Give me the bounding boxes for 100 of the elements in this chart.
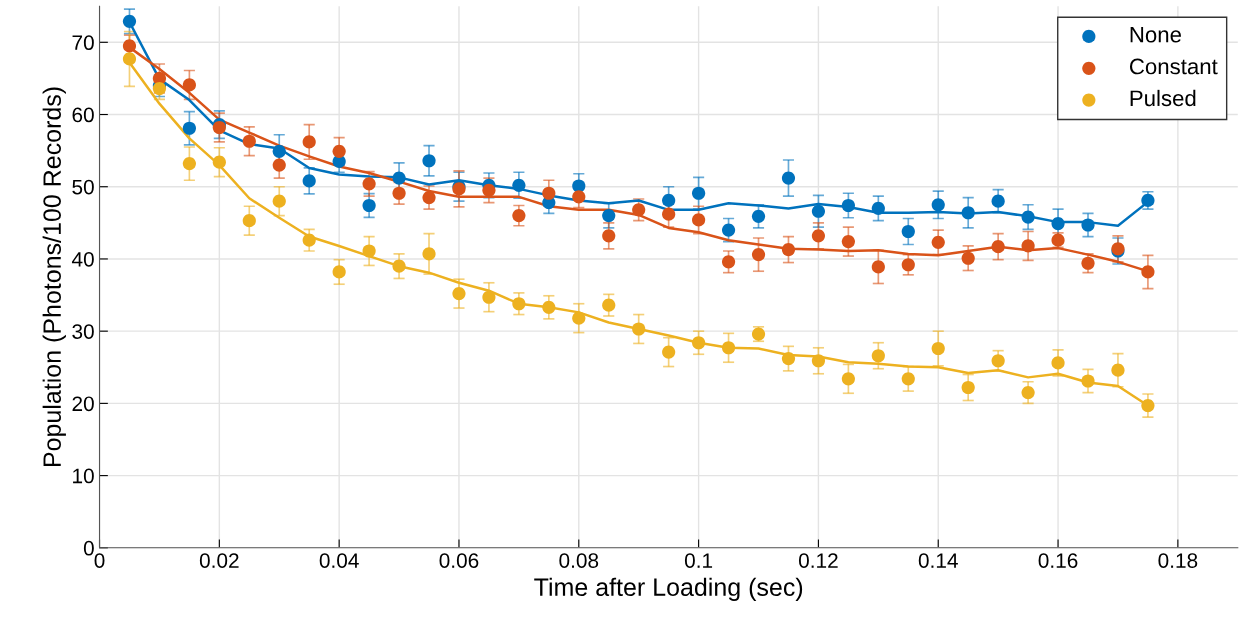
point (841, 235, 855, 249)
y-tick-label: 10 (73, 468, 94, 484)
point (1051, 356, 1065, 370)
point (931, 235, 945, 249)
y-tick-label: 0 (83, 540, 94, 556)
point (572, 179, 586, 193)
point (692, 213, 706, 227)
y-tick-label: 30 (72, 324, 94, 339)
y-tick-label: 40 (71, 251, 94, 267)
point (1081, 256, 1095, 270)
point (1051, 216, 1065, 231)
point (811, 354, 826, 368)
point (362, 198, 376, 213)
point (751, 209, 766, 223)
legend-label: None (1130, 27, 1181, 43)
point (662, 345, 676, 359)
point (961, 206, 975, 220)
point (122, 52, 137, 66)
point (841, 372, 855, 386)
x-axis-title: Time after Loading (sec) (534, 577, 803, 601)
point (901, 372, 915, 386)
point (991, 354, 1005, 368)
point (632, 322, 646, 336)
point (841, 198, 855, 213)
point (1021, 239, 1035, 253)
y-tick-label: 20 (72, 396, 94, 412)
point (961, 251, 975, 265)
point (632, 203, 646, 217)
x-tick-label: 0.14 (918, 553, 958, 568)
y-tick-label: 60 (72, 107, 94, 123)
point (242, 134, 256, 148)
point (572, 311, 586, 325)
point (692, 186, 706, 200)
point (781, 242, 796, 257)
point (781, 171, 796, 185)
y-tick-label: 70 (72, 35, 94, 51)
point (602, 298, 616, 312)
point (212, 155, 226, 169)
legend-label: Pulsed (1130, 89, 1196, 107)
point (122, 39, 137, 53)
point (362, 177, 376, 191)
point (542, 300, 556, 314)
point (392, 186, 406, 200)
point (1021, 210, 1035, 224)
point (602, 229, 616, 243)
point (512, 209, 526, 223)
point (1021, 385, 1035, 400)
y-axis-title: Population (Photons/100 Records) (42, 87, 66, 467)
point (332, 144, 346, 158)
point (422, 190, 436, 205)
point (362, 244, 376, 258)
x-tick-label: 0.02 (199, 553, 239, 568)
point (422, 154, 436, 168)
point (751, 248, 766, 262)
point (272, 144, 286, 158)
point (811, 204, 826, 218)
point (1141, 398, 1155, 413)
point (512, 297, 526, 311)
point (721, 255, 736, 269)
point (1141, 265, 1155, 279)
point (182, 157, 196, 171)
point (871, 349, 885, 363)
point (1081, 218, 1095, 232)
point (542, 186, 556, 200)
point (901, 258, 915, 272)
x-tick-label: 0.1 (684, 553, 713, 568)
point (781, 352, 796, 366)
point (392, 259, 406, 273)
x-tick-label: 0.08 (559, 553, 599, 568)
point (901, 224, 915, 239)
point (602, 209, 616, 223)
point (482, 183, 496, 197)
point (1081, 374, 1095, 388)
point (721, 223, 736, 237)
point (871, 201, 885, 215)
point (871, 260, 885, 274)
point (482, 290, 496, 304)
point (392, 171, 406, 185)
x-tick-label: 0.04 (319, 553, 359, 568)
legend-label: Constant (1129, 58, 1218, 75)
point (512, 178, 526, 192)
point (692, 336, 706, 350)
x-tick-label: 0.12 (798, 553, 838, 568)
point (961, 380, 975, 395)
point (931, 198, 945, 212)
x-tick-label: 0.06 (439, 553, 479, 568)
point (272, 194, 286, 208)
point (452, 287, 466, 301)
point (1111, 363, 1125, 377)
point (122, 14, 137, 28)
x-tick-label: 0.18 (1158, 553, 1198, 568)
point (572, 190, 586, 204)
point (811, 229, 826, 243)
point (182, 121, 196, 135)
point (662, 193, 676, 208)
point (991, 240, 1005, 254)
point (242, 214, 256, 228)
point (302, 135, 316, 149)
point (302, 233, 316, 247)
point (182, 78, 196, 92)
